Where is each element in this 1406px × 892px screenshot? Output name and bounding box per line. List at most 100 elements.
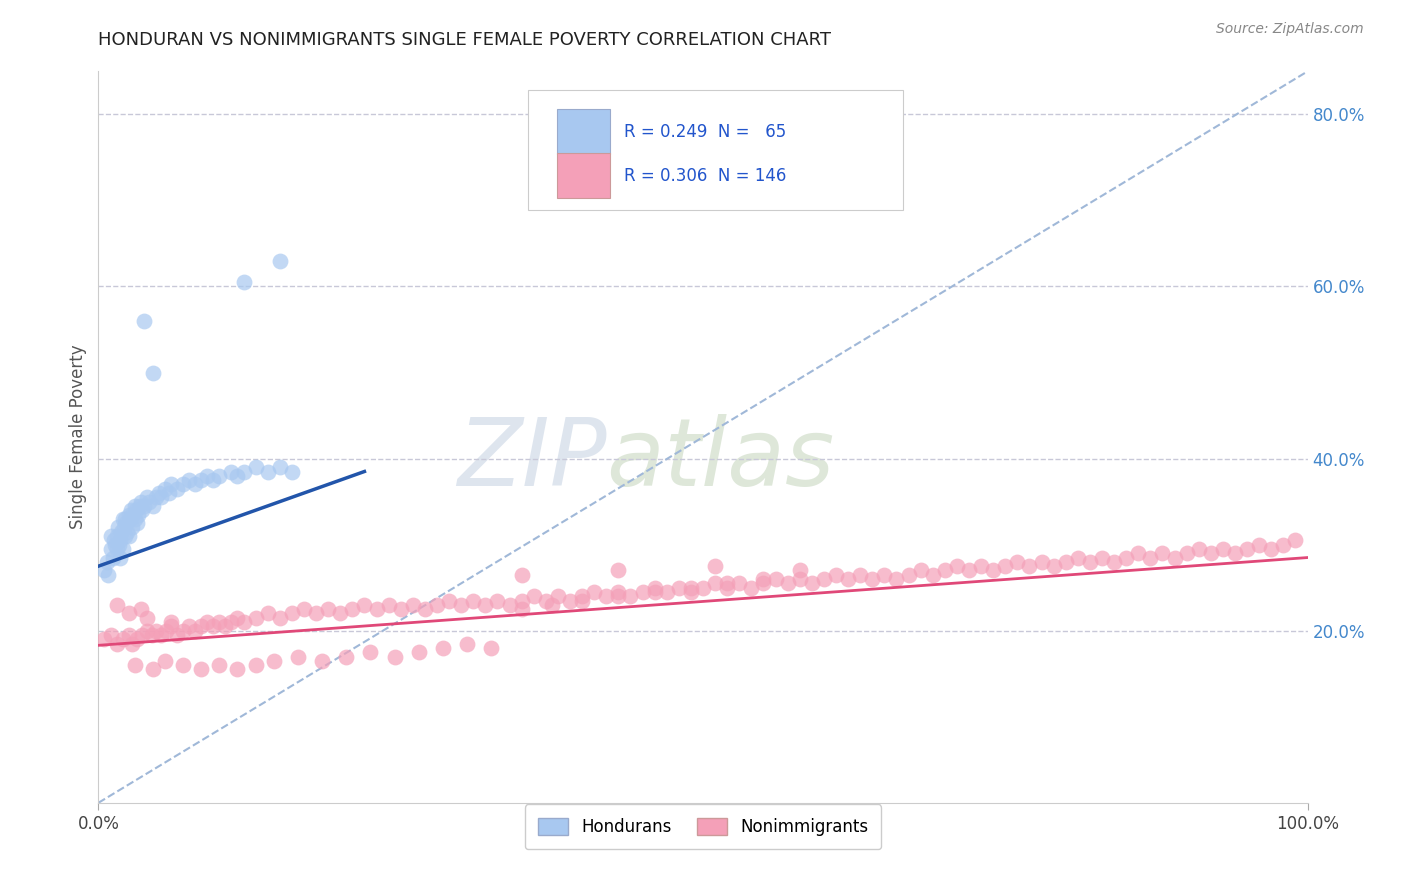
Point — [190, 619, 212, 633]
Point — [125, 503, 148, 517]
Point — [1031, 555, 1053, 569]
Point — [226, 468, 249, 483]
Point — [121, 637, 143, 651]
Point — [107, 520, 129, 534]
Point — [155, 624, 177, 638]
Point — [150, 628, 173, 642]
Point — [1091, 550, 1114, 565]
Point — [281, 607, 304, 621]
Point — [142, 662, 165, 676]
Point — [157, 486, 180, 500]
Point — [112, 520, 135, 534]
Point — [111, 541, 134, 556]
Point — [142, 366, 165, 380]
Text: R = 0.306  N = 146: R = 0.306 N = 146 — [624, 167, 787, 185]
Point — [118, 529, 141, 543]
Point — [1188, 541, 1211, 556]
Point — [631, 585, 654, 599]
Point — [124, 512, 146, 526]
Text: Source: ZipAtlas.com: Source: ZipAtlas.com — [1216, 22, 1364, 37]
Point — [111, 632, 134, 647]
Point — [558, 593, 581, 607]
Point — [104, 538, 127, 552]
Point — [413, 602, 436, 616]
Point — [141, 628, 163, 642]
Point — [195, 615, 218, 629]
Point — [583, 585, 606, 599]
Point — [540, 598, 562, 612]
Legend: Hondurans, Nonimmigrants: Hondurans, Nonimmigrants — [524, 805, 882, 849]
Point — [1236, 541, 1258, 556]
Point — [100, 628, 122, 642]
Point — [1284, 533, 1306, 548]
Point — [311, 654, 333, 668]
Point — [97, 567, 120, 582]
Point — [202, 619, 225, 633]
Point — [118, 512, 141, 526]
Point — [160, 619, 183, 633]
Point — [292, 602, 315, 616]
Point — [860, 572, 883, 586]
Point — [160, 477, 183, 491]
Point — [208, 658, 231, 673]
Point — [121, 520, 143, 534]
Point — [934, 564, 956, 578]
Point — [202, 473, 225, 487]
Point — [474, 598, 496, 612]
Point — [342, 602, 364, 616]
Point — [232, 465, 254, 479]
Point — [1163, 550, 1185, 565]
Point — [679, 585, 702, 599]
Y-axis label: Single Female Poverty: Single Female Poverty — [69, 345, 87, 529]
Point — [114, 529, 136, 543]
Point — [184, 624, 207, 638]
Point — [184, 477, 207, 491]
Point — [100, 541, 122, 556]
Point — [129, 602, 152, 616]
Point — [115, 516, 138, 530]
Point — [360, 645, 382, 659]
Point — [269, 253, 291, 268]
Point — [269, 611, 291, 625]
Point — [118, 607, 141, 621]
FancyBboxPatch shape — [557, 110, 610, 154]
Point — [166, 628, 188, 642]
Point — [100, 529, 122, 543]
Point — [607, 589, 630, 603]
Point — [800, 576, 823, 591]
Point — [281, 465, 304, 479]
Point — [813, 572, 835, 586]
Point — [103, 533, 125, 548]
Point — [1018, 559, 1040, 574]
Point — [704, 559, 727, 574]
Point — [121, 508, 143, 522]
Point — [873, 567, 896, 582]
Point — [105, 598, 128, 612]
Point — [120, 503, 142, 517]
Point — [752, 572, 775, 586]
Point — [981, 564, 1004, 578]
Point — [305, 607, 328, 621]
Point — [329, 607, 352, 621]
Point — [534, 593, 557, 607]
Point — [837, 572, 859, 586]
Point — [256, 607, 278, 621]
Point — [1078, 555, 1101, 569]
Point — [221, 615, 243, 629]
Point — [1067, 550, 1090, 565]
Point — [131, 503, 153, 517]
Point — [1139, 550, 1161, 565]
Point — [1102, 555, 1125, 569]
Point — [910, 564, 932, 578]
Point — [456, 637, 478, 651]
Point — [179, 619, 201, 633]
Point — [142, 499, 165, 513]
Point — [523, 589, 546, 603]
Point — [716, 576, 738, 591]
Point — [153, 482, 176, 496]
Point — [1249, 538, 1271, 552]
Point — [124, 499, 146, 513]
Point — [179, 473, 201, 487]
Point — [849, 567, 872, 582]
Point — [619, 589, 641, 603]
